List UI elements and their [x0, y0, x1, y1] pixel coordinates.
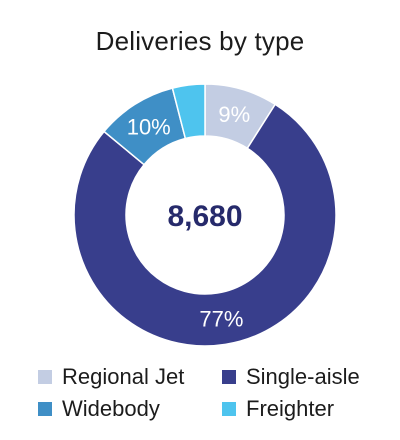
donut-slices — [73, 83, 337, 347]
legend-item-single-aisle: Single-aisle — [222, 362, 360, 392]
chart-legend: Regional Jet Single-aisle Widebody Freig… — [0, 352, 400, 432]
legend-swatch-regional-jet — [38, 370, 52, 384]
chart-title: Deliveries by type — [95, 26, 305, 56]
legend-label-freighter: Freighter — [246, 396, 335, 421]
donut-slice-freighter — [171, 83, 206, 140]
legend-label-single-aisle: Single-aisle — [246, 364, 360, 389]
legend-swatch-widebody — [38, 402, 52, 416]
slice-label-single-aisle: 77% — [199, 307, 243, 332]
donut-chart: 9% 77% 10% 8,680 — [73, 83, 337, 347]
legend-item-freighter: Freighter — [222, 394, 334, 424]
legend-item-widebody: Widebody — [38, 394, 160, 424]
legend-label-widebody: Widebody — [62, 396, 160, 421]
slice-label-regional-jet: 9% — [218, 102, 250, 127]
donut-slice-labels: 9% 77% 10% — [127, 102, 250, 332]
legend-swatch-single-aisle — [222, 370, 236, 384]
donut-slice-single-aisle — [73, 103, 337, 347]
legend-item-regional-jet: Regional Jet — [38, 362, 184, 392]
slice-label-widebody: 10% — [127, 114, 171, 139]
legend-label-regional-jet: Regional Jet — [62, 364, 185, 389]
legend-swatch-freighter — [222, 402, 236, 416]
center-total-label: 8,680 — [167, 200, 242, 233]
